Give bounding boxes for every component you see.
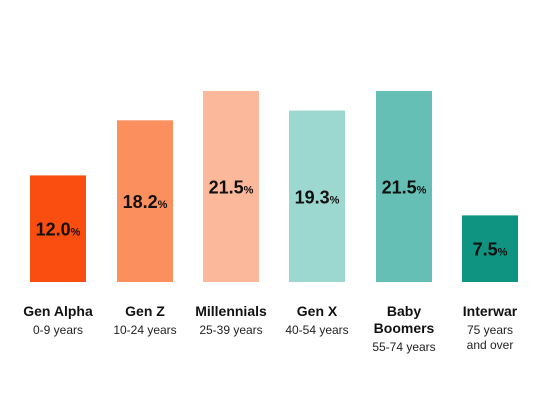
bar-baby-boomers <box>376 91 432 282</box>
bar-value-label: 21.5% <box>209 178 254 198</box>
bar-gen-z <box>117 120 173 282</box>
category-age-range: 55-74 years <box>372 340 435 354</box>
category-label: Gen Alpha <box>23 303 93 319</box>
bar-value-label: 7.5% <box>473 240 508 260</box>
category-age-range: and over <box>467 338 514 352</box>
category-age-range: 25-39 years <box>199 323 262 337</box>
category-label: Gen Z <box>125 303 165 319</box>
bar-value-unit: % <box>71 227 81 239</box>
category-age-range: 40-54 years <box>285 323 348 337</box>
category-age-range: 10-24 years <box>113 323 176 337</box>
bar-value-number: 21.5 <box>209 178 244 198</box>
bar-value-unit: % <box>417 185 427 197</box>
bar-value-number: 12.0 <box>36 220 71 240</box>
category-age-range: 75 years <box>467 323 513 337</box>
bar-value-number: 7.5 <box>473 240 498 260</box>
bar-value-label: 12.0% <box>36 220 81 240</box>
bar-value-unit: % <box>244 185 254 197</box>
category-label: Millennials <box>195 303 267 319</box>
bar-gen-alpha <box>30 175 86 282</box>
bar-gen-x <box>289 110 345 282</box>
bar-value-number: 19.3 <box>295 187 330 207</box>
bar-value-label: 21.5% <box>382 178 427 198</box>
category-age-range: 0-9 years <box>33 323 83 337</box>
bar-value-unit: % <box>498 247 508 259</box>
bar-value-unit: % <box>330 194 340 206</box>
category-label: Boomers <box>374 320 435 336</box>
bar-interwar <box>462 215 518 282</box>
bar-millennials <box>203 91 259 282</box>
bar-value-label: 18.2% <box>123 192 168 212</box>
bar-value-number: 18.2 <box>123 192 158 212</box>
bar-value-label: 19.3% <box>295 187 340 207</box>
category-label: Interwar <box>463 303 518 319</box>
category-label: Gen X <box>297 303 338 319</box>
bar-value-number: 21.5 <box>382 178 417 198</box>
bar-value-unit: % <box>158 199 168 211</box>
category-label: Baby <box>387 303 421 319</box>
